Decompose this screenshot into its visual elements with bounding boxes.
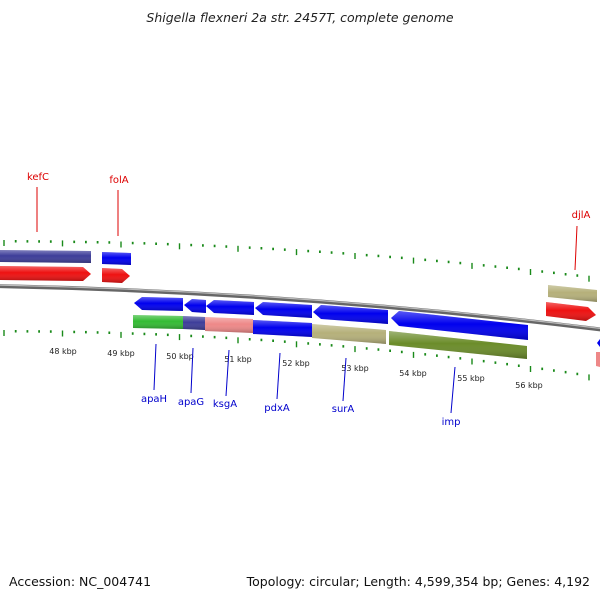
imp-gene [389,311,528,359]
kbp-scale-labels: 48 kbp 49 kbp 50 kbp 51 kbp 52 kbp 53 kb… [49,347,543,390]
edge-gene-partial [596,339,600,367]
backbone [0,284,600,332]
upper-gene-labels: kefC folA djlA [27,172,591,271]
apah-gene [133,297,183,329]
sura-label: surA [332,404,355,415]
sura-leader-line [342,357,347,402]
pdxa-gene [253,302,312,337]
map-title: Shigella flexneri 2a str. 2457T, complet… [146,10,453,25]
ksga-leader-line [225,349,230,397]
apah-leader-line [153,343,157,391]
ksga-gene [205,300,254,333]
accession-text: Accession: NC_004741 [9,574,151,589]
upper-strand-genes [0,250,597,321]
topology-summary-text: Topology: circular; Length: 4,599,354 bp… [246,574,590,589]
ksga-label: ksgA [213,399,237,410]
kbp-label: 52 kbp [282,359,310,368]
djla-leader-line [574,225,578,271]
imp-label: imp [442,417,461,428]
apah-label: apaH [141,394,167,405]
fola-gene [102,252,131,283]
djla-gene [546,285,597,321]
pdxa-label: pdxA [264,403,290,414]
kbp-label: 54 kbp [399,369,427,378]
djla-label: djlA [572,210,591,221]
kbp-label: 49 kbp [107,349,135,358]
fola-label: folA [109,175,128,186]
kbp-label: 51 kbp [224,355,252,364]
apag-label: apaG [178,397,204,408]
lower-tick-row [3,330,590,381]
kbp-label: 50 kbp [166,352,194,361]
kbp-label: 55 kbp [457,374,485,383]
kbp-label: 53 kbp [341,364,369,373]
kbp-label: 48 kbp [49,347,77,356]
upper-tick-row [3,240,590,282]
kefc-label: kefC [27,172,49,183]
lower-gene-labels: apaH apaG ksgA pdxA surA imp [141,343,461,428]
apag-gene [183,299,206,330]
sura-gene [312,305,388,344]
kbp-label: 56 kbp [515,381,543,390]
imp-leader-line [450,366,456,414]
lower-strand-genes [133,297,600,367]
kefc-gene [0,250,91,281]
pdxa-leader-line [276,352,281,400]
apag-leader-line [190,347,194,394]
